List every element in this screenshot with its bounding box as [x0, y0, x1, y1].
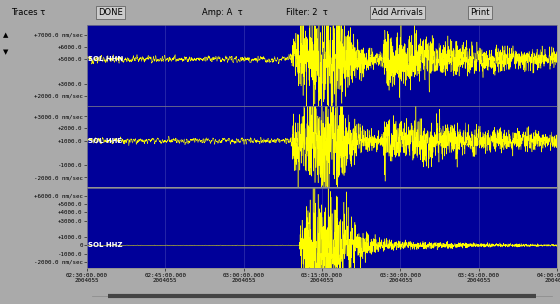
Text: Print: Print: [470, 8, 490, 17]
Text: Amp: A  τ: Amp: A τ: [202, 8, 242, 17]
Text: Traces τ: Traces τ: [11, 8, 45, 17]
Text: SOL HHZ: SOL HHZ: [88, 242, 123, 248]
Text: SOL HHN: SOL HHN: [88, 56, 123, 62]
Text: Filter: 2  τ: Filter: 2 τ: [286, 8, 328, 17]
Text: SOL HHE: SOL HHE: [88, 138, 122, 143]
Text: DONE: DONE: [98, 8, 123, 17]
Text: Add Arrivals: Add Arrivals: [372, 8, 423, 17]
Text: ▼: ▼: [3, 49, 8, 55]
Text: ▲: ▲: [3, 32, 8, 38]
